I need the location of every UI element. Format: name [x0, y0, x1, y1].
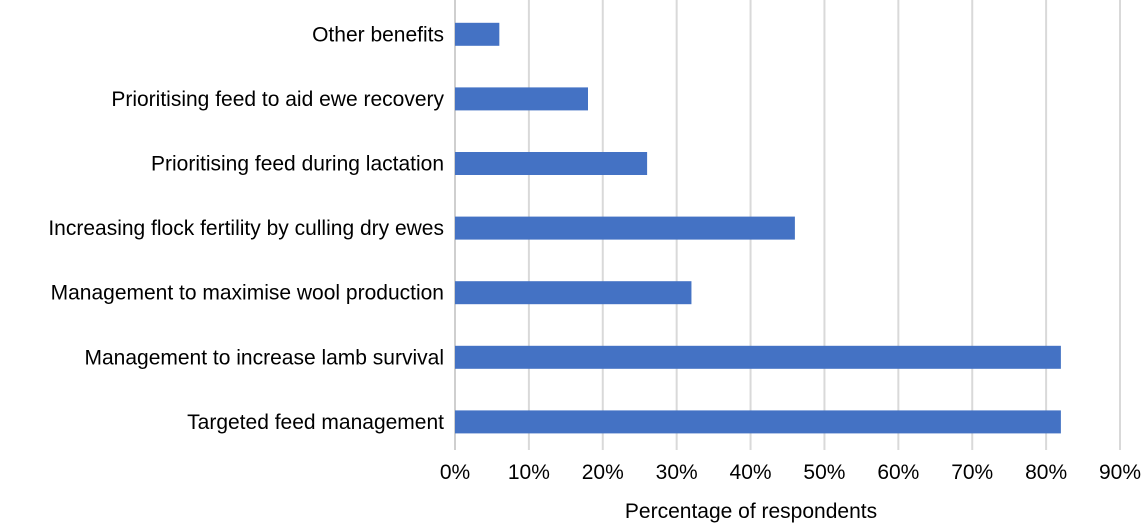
bar — [455, 152, 648, 175]
bar — [455, 281, 692, 305]
bar — [455, 22, 500, 46]
x-tick-label: 30% — [656, 461, 698, 484]
category-label: Prioritising feed during lactation — [151, 153, 444, 176]
category-label: Management to increase lamb survival — [84, 346, 444, 369]
x-tick-label: 40% — [730, 461, 772, 484]
x-tick-labels: 0% 10% 20% 30% 40% 50% 60% 70% 80% 90% — [440, 461, 1141, 484]
bar — [455, 345, 1061, 369]
x-tick-label: 50% — [803, 461, 845, 484]
x-tick-label: 60% — [877, 461, 919, 484]
x-tick-label: 80% — [1025, 461, 1067, 484]
category-label: Increasing flock fertility by culling dr… — [48, 217, 444, 240]
x-tick-label: 20% — [582, 461, 624, 484]
bar — [455, 216, 795, 240]
x-tick-label: 90% — [1099, 461, 1141, 484]
x-tick-label: 0% — [440, 461, 470, 484]
category-label: Prioritising feed to aid ewe recovery — [111, 88, 444, 111]
bars — [455, 22, 1061, 434]
category-labels: Other benefits Prioritising feed to aid e… — [48, 23, 444, 434]
x-tick-label: 10% — [508, 461, 550, 484]
category-label: Management to maximise wool production — [51, 282, 444, 305]
bar — [455, 410, 1061, 434]
category-label: Other benefits — [312, 23, 444, 46]
x-tick-label: 70% — [951, 461, 993, 484]
category-label: Targeted feed management — [187, 411, 444, 434]
x-axis-title: Percentage of respondents — [625, 500, 877, 523]
bar — [455, 87, 588, 111]
